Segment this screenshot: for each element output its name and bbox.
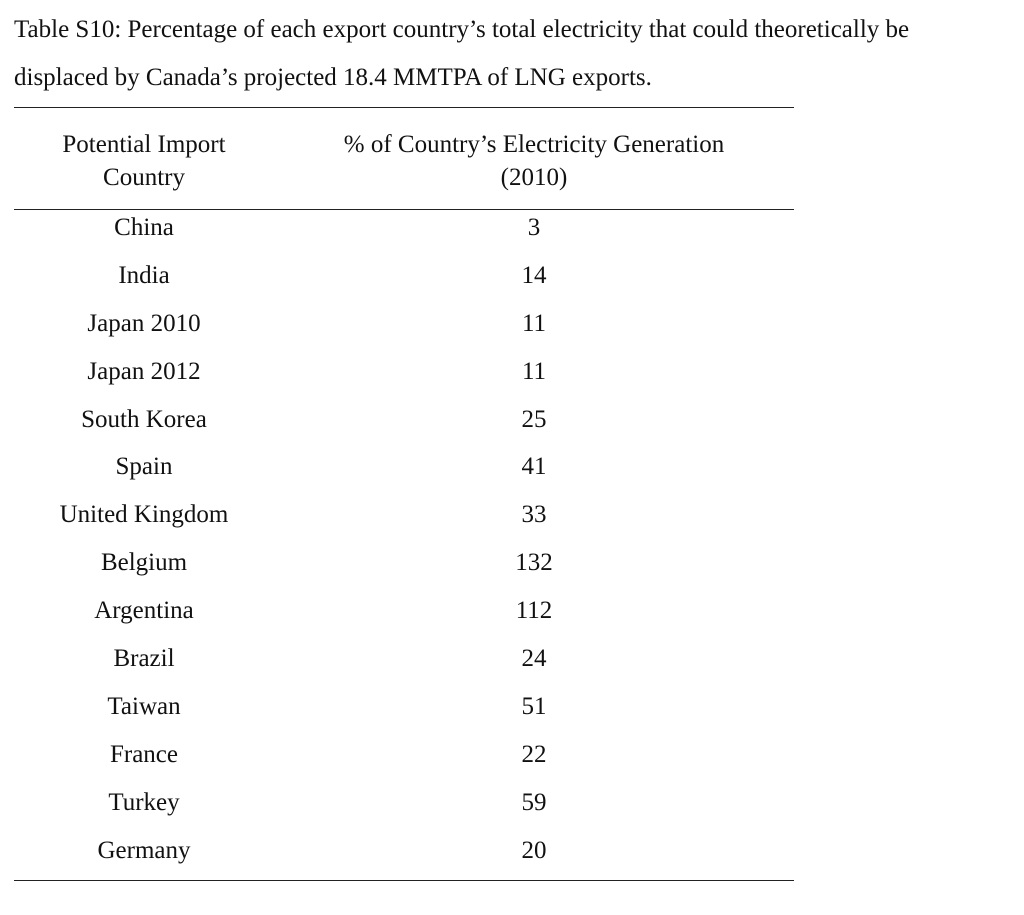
country-cell: Argentina (94, 597, 194, 625)
header-country-line-2: Country (103, 164, 185, 191)
percent-cell: 112 (515, 597, 553, 625)
percent-cell: 132 (515, 549, 553, 577)
table-row: United Kingdom 33 (14, 491, 794, 539)
percent-cell: 22 (521, 740, 547, 768)
country-cell: Brazil (113, 645, 175, 673)
percent-cell: 51 (521, 692, 547, 720)
percent-cell: 14 (521, 261, 547, 289)
table-row: France 22 (14, 731, 794, 779)
header-percent-line-2: (2010) (500, 164, 568, 191)
percent-cell: 24 (521, 645, 547, 673)
header-percent: % of Country’s Electricity Generation (2… (314, 128, 754, 194)
country-cell: India (118, 261, 170, 289)
caption-line-2: displaced by Canada’s projected 18.4 MMT… (14, 64, 652, 91)
table-row: South Korea 25 (14, 396, 794, 444)
header-country-line-1: Potential Import (62, 131, 226, 158)
caption-line-1: Table S10: Percentage of each export cou… (14, 16, 910, 43)
header-country: Potential Import Country (44, 128, 244, 194)
country-cell: Belgium (100, 549, 188, 577)
table-row: Belgium 132 (14, 539, 794, 587)
table-body: China 3 India 14 Japan 2010 11 Japan 2012 11… (14, 204, 794, 874)
country-cell: Taiwan (107, 692, 181, 720)
country-cell: Japan 2010 (87, 309, 201, 337)
table-row: Turkey 59 (14, 779, 794, 827)
table-row: Spain 41 (14, 443, 794, 491)
country-cell: South Korea (81, 405, 207, 433)
table-row: Argentina 112 (14, 587, 794, 635)
table-top-rule (14, 107, 794, 108)
percent-cell: 33 (521, 501, 547, 529)
percent-cell: 11 (521, 309, 547, 337)
country-cell: Japan 2012 (87, 357, 201, 385)
table-bottom-rule (14, 880, 794, 881)
country-cell: China (114, 214, 174, 241)
percent-cell: 41 (521, 453, 547, 481)
table-row: Japan 2012 11 (14, 348, 794, 396)
table-caption: Table S10: Percentage of each export cou… (14, 0, 1018, 102)
table-header-rule (14, 209, 794, 210)
table-header: Potential Import Country % of Country’s … (14, 128, 794, 194)
country-cell: United Kingdom (59, 501, 229, 529)
country-cell: Spain (115, 453, 173, 481)
table-row: Brazil 24 (14, 635, 794, 683)
table-row: Japan 2010 11 (14, 300, 794, 348)
table-row: Taiwan 51 (14, 683, 794, 731)
country-cell: France (109, 740, 179, 768)
country-cell: Germany (97, 836, 191, 864)
percent-cell: 25 (521, 405, 547, 433)
percent-cell: 20 (521, 836, 547, 864)
percent-cell: 11 (521, 357, 547, 385)
header-percent-line-1: % of Country’s Electricity Generation (343, 131, 725, 158)
table-row: India 14 (14, 252, 794, 300)
country-cell: Turkey (108, 788, 180, 816)
table-row: China 3 (14, 204, 794, 252)
percent-cell: 59 (521, 788, 547, 816)
percent-cell: 3 (527, 214, 541, 241)
table-row: Germany 20 (14, 827, 794, 875)
